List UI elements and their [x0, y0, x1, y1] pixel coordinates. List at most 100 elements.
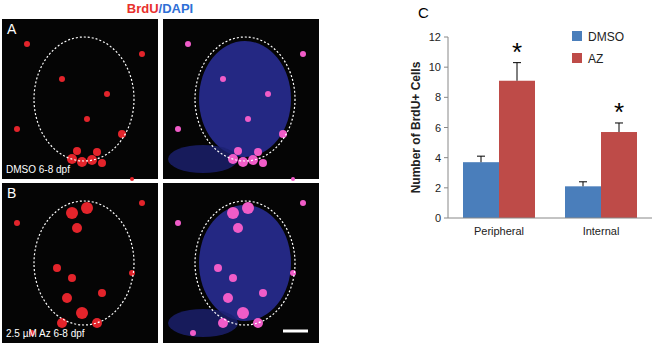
panel-letter: C	[418, 4, 429, 21]
brdu-spot	[234, 147, 242, 155]
y-tick	[444, 37, 448, 38]
brdu-spot	[87, 155, 97, 165]
brdu-spot	[98, 289, 106, 297]
error-stem	[481, 156, 482, 162]
image-background	[2, 19, 158, 179]
brdu-spot	[98, 159, 106, 167]
brdu-spot	[220, 76, 226, 82]
brdu-spot	[237, 307, 249, 319]
brdu-spot	[72, 223, 82, 233]
outline	[34, 37, 134, 161]
brdu-spot	[265, 91, 271, 97]
brdu-spot	[81, 202, 93, 214]
legend-label: AZ	[588, 52, 603, 66]
y-tick-label: 0	[435, 212, 441, 224]
brdu-spot	[139, 51, 145, 57]
brdu-spot	[130, 177, 134, 181]
micrograph: B2.5 µM Az 6-8 dpf	[2, 183, 158, 343]
y-tick	[444, 157, 448, 158]
y-tick-label: 4	[435, 152, 441, 164]
brdu-spot	[62, 293, 72, 303]
brdu-spot	[233, 223, 243, 233]
brdu-spot	[139, 200, 145, 206]
brdu-spot	[68, 274, 76, 282]
error-cap	[579, 181, 587, 182]
y-tick	[444, 67, 448, 68]
image-background	[2, 183, 158, 343]
brdu-spot	[238, 157, 248, 167]
y-tick	[444, 127, 448, 128]
dapi-stain	[199, 41, 291, 157]
outline	[195, 201, 295, 325]
dapi-stain	[199, 205, 291, 321]
y-tick	[444, 187, 448, 188]
brdu-spot	[14, 220, 20, 226]
brdu-spot	[190, 330, 196, 336]
significance-mark: *	[512, 37, 522, 67]
figure: BrdU/DAPI A DMSO 6-8 dpf B2.5 µM Az 6-8 dpf…	[0, 0, 663, 361]
brdu-spot	[104, 91, 110, 97]
error-cap	[477, 156, 485, 157]
brdu-spot	[175, 126, 181, 132]
significance-mark: *	[614, 97, 624, 127]
y-tick-label: 6	[435, 122, 441, 134]
bar	[499, 81, 535, 218]
y-tick-label: 8	[435, 91, 441, 103]
error-bar	[477, 156, 485, 162]
brdu-spot	[245, 116, 251, 122]
image-background	[163, 183, 319, 343]
micrograph	[163, 19, 319, 181]
y-tick	[444, 218, 448, 219]
plot-area	[463, 63, 637, 218]
header: BrdU/DAPI	[127, 1, 193, 16]
brdu-spot	[53, 264, 61, 272]
brdu-spot	[24, 41, 30, 47]
panel-caption: DMSO 6-8 dpf	[6, 164, 70, 175]
dapi-stain	[168, 145, 238, 173]
header-part: BrdU	[127, 1, 159, 16]
panel-caption: 2.5 µM Az 6-8 dpf	[6, 328, 85, 339]
bar	[463, 162, 499, 218]
brdu-spot	[248, 155, 258, 165]
brdu-spot	[66, 207, 78, 219]
error-bar	[579, 182, 587, 187]
scale-bar	[283, 330, 308, 333]
micrograph: A DMSO 6-8 dpf	[2, 19, 158, 181]
brdu-spot	[59, 76, 65, 82]
brdu-spot	[185, 41, 191, 47]
y-tick-label: 12	[429, 31, 441, 43]
legend-swatch	[572, 31, 582, 41]
y-tick	[444, 97, 448, 98]
header-part: /DAPI	[159, 1, 194, 16]
bar	[601, 132, 637, 218]
brdu-spot	[84, 116, 90, 122]
y-axis-label: Number of BrdU+ Cells	[409, 61, 423, 193]
brdu-spot	[129, 270, 135, 276]
brdu-spot	[214, 264, 222, 272]
brdu-spot	[242, 202, 254, 214]
micrograph	[163, 183, 319, 343]
x-tick-label: Internal	[583, 225, 620, 237]
y-tick-label: 2	[435, 182, 441, 194]
brdu-spot	[92, 318, 102, 328]
brdu-spot	[291, 177, 295, 181]
brdu-spot	[14, 126, 20, 132]
brdu-spot	[218, 318, 228, 328]
legend-swatch	[572, 53, 582, 63]
brdu-spot	[290, 270, 296, 276]
brdu-spot	[57, 318, 67, 328]
panel-letter: A	[7, 21, 17, 37]
dapi-stain	[168, 309, 238, 337]
brdu-spot	[259, 159, 267, 167]
legend-label: DMSO	[588, 30, 624, 44]
x-tick-label: Peripheral	[474, 225, 524, 237]
brdu-spot	[77, 157, 87, 167]
brdu-spot	[76, 307, 88, 319]
brdu-spot	[300, 51, 306, 57]
outline	[195, 37, 295, 161]
brdu-spot	[73, 147, 81, 155]
brdu-spot	[229, 274, 237, 282]
brdu-spot	[253, 318, 263, 328]
brdu-spot	[175, 220, 181, 226]
brdu-spot	[93, 148, 101, 156]
